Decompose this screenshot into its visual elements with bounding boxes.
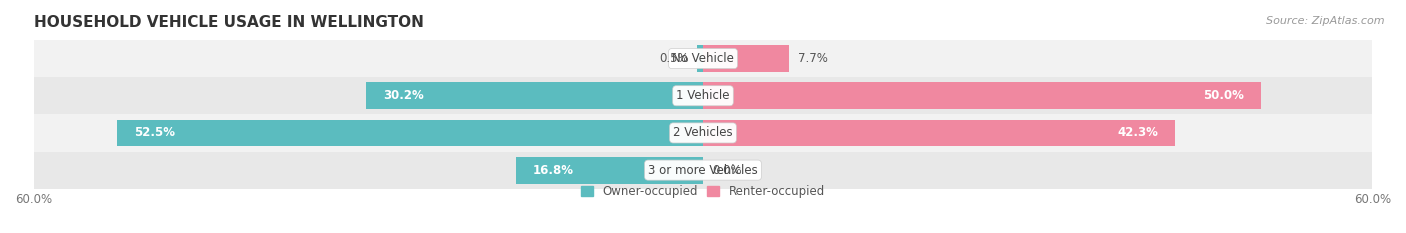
Text: HOUSEHOLD VEHICLE USAGE IN WELLINGTON: HOUSEHOLD VEHICLE USAGE IN WELLINGTON bbox=[34, 15, 423, 30]
Text: No Vehicle: No Vehicle bbox=[672, 52, 734, 65]
Bar bbox=[703, 82, 1261, 109]
Bar bbox=[703, 45, 789, 72]
Bar bbox=[34, 77, 1372, 114]
Text: 1 Vehicle: 1 Vehicle bbox=[676, 89, 730, 102]
Bar bbox=[34, 114, 1372, 151]
Text: 50.0%: 50.0% bbox=[1204, 89, 1244, 102]
Text: 52.5%: 52.5% bbox=[134, 127, 174, 139]
Bar bbox=[697, 45, 703, 72]
Text: 42.3%: 42.3% bbox=[1118, 127, 1159, 139]
Text: 7.7%: 7.7% bbox=[797, 52, 828, 65]
Legend: Owner-occupied, Renter-occupied: Owner-occupied, Renter-occupied bbox=[576, 181, 830, 203]
Bar bbox=[117, 120, 703, 146]
Text: 2 Vehicles: 2 Vehicles bbox=[673, 127, 733, 139]
Bar bbox=[34, 151, 1372, 189]
Bar bbox=[703, 120, 1175, 146]
Text: 16.8%: 16.8% bbox=[533, 164, 574, 177]
Bar bbox=[366, 82, 703, 109]
Text: 0.5%: 0.5% bbox=[659, 52, 689, 65]
Text: Source: ZipAtlas.com: Source: ZipAtlas.com bbox=[1267, 16, 1385, 26]
Text: 30.2%: 30.2% bbox=[382, 89, 423, 102]
Bar bbox=[516, 157, 703, 184]
Text: 0.0%: 0.0% bbox=[711, 164, 741, 177]
Bar bbox=[34, 40, 1372, 77]
Text: 3 or more Vehicles: 3 or more Vehicles bbox=[648, 164, 758, 177]
